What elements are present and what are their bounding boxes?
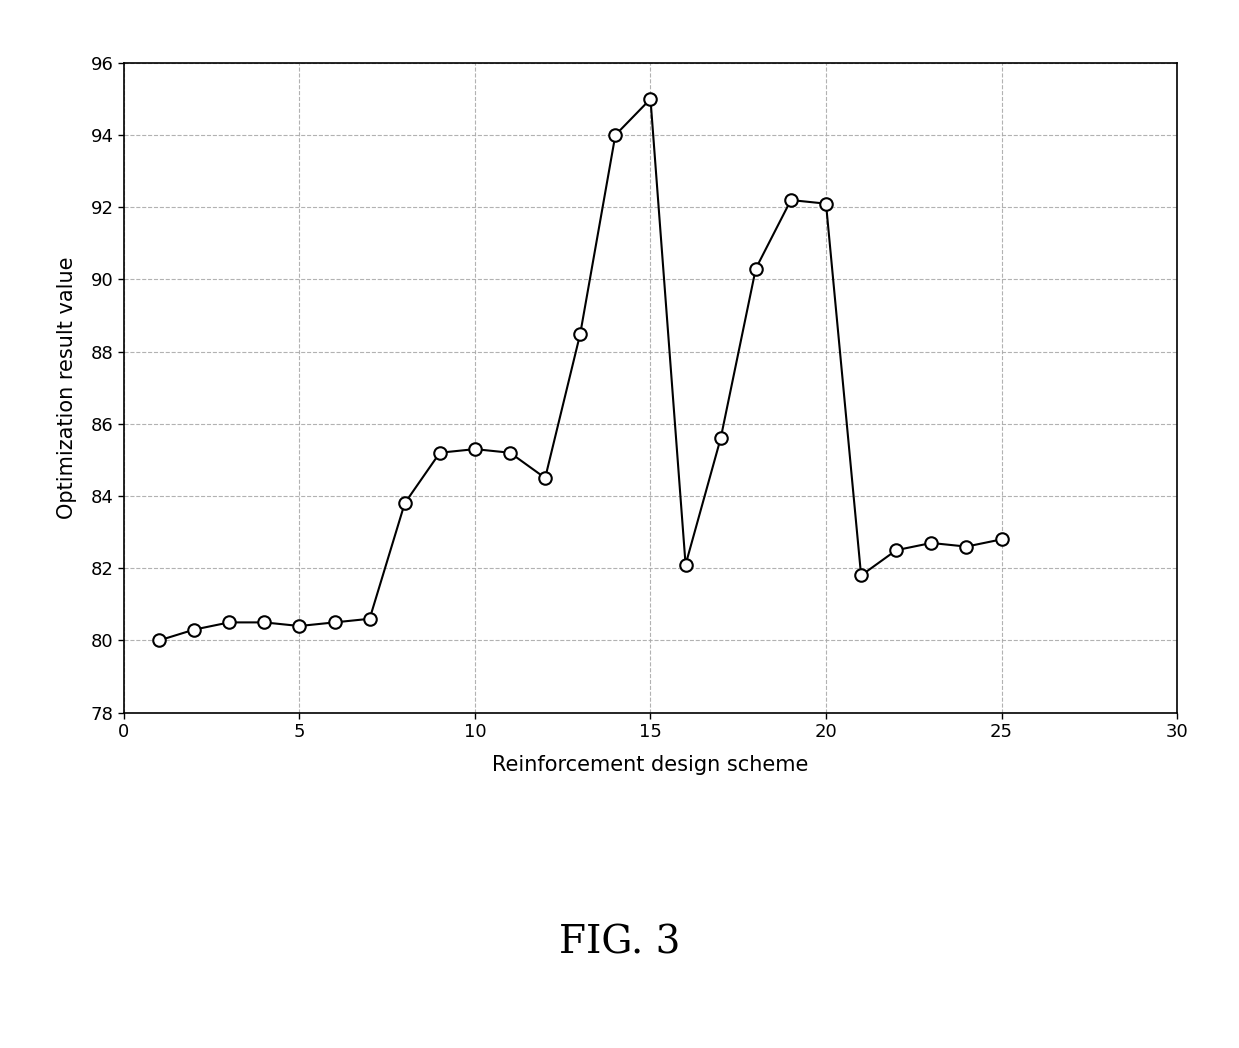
Text: FIG. 3: FIG. 3 bbox=[559, 924, 680, 962]
X-axis label: Reinforcement design scheme: Reinforcement design scheme bbox=[492, 755, 809, 774]
Y-axis label: Optimization result value: Optimization result value bbox=[57, 257, 77, 519]
